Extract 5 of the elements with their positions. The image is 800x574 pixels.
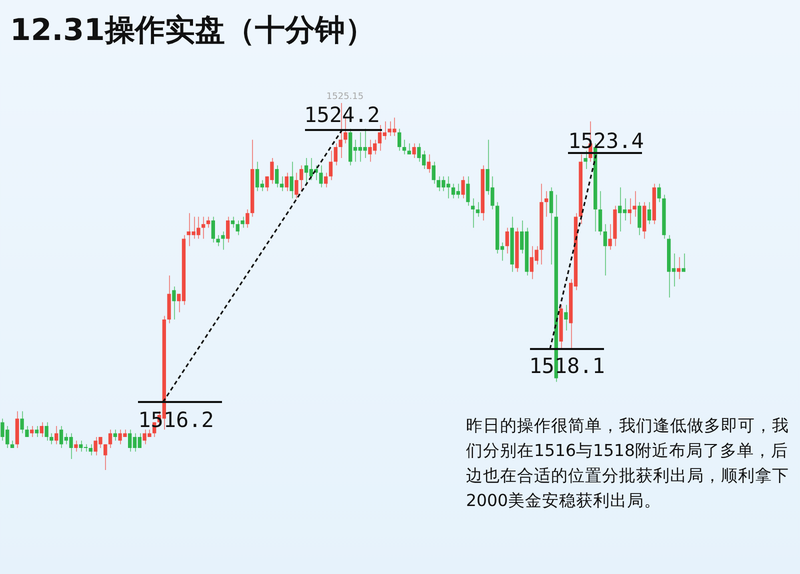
text: 1525.15 [326, 92, 364, 102]
annotation: 昨日的操作很简单，我们逢低做多即可，我们分别在1516与1518附近布局了多单，后边也在合适的位置分批获利出局，顺利拿下2000美金安稳获利出局。 [466, 415, 790, 512]
annotation: 1524.2 [304, 103, 380, 127]
annotation: 1523.4 [568, 129, 644, 153]
chart-title: 12.31操作实盘（十分钟） [10, 12, 375, 50]
